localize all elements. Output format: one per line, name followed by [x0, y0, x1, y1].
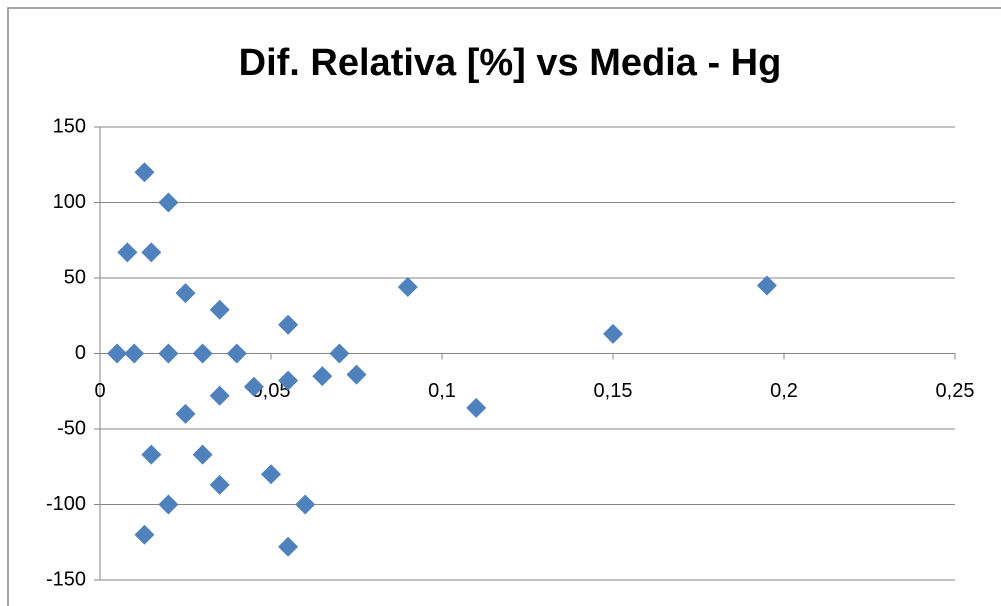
marker — [141, 444, 162, 465]
marker — [226, 343, 247, 364]
y-tick-label: 100 — [53, 191, 86, 213]
x-tick-label: 0,2 — [770, 380, 798, 402]
y-tick-label: 50 — [64, 266, 86, 288]
marker — [312, 366, 333, 387]
x-tick-label: 0,15 — [594, 380, 633, 402]
marker — [209, 474, 230, 495]
y-tick-label: 0 — [75, 342, 86, 364]
x-tick-label: 0,25 — [936, 380, 975, 402]
x-tick-label: 0,1 — [428, 380, 456, 402]
marker — [175, 403, 196, 424]
marker — [192, 343, 213, 364]
marker — [261, 464, 281, 485]
marker — [134, 524, 155, 545]
marker — [756, 275, 777, 296]
y-tick-label: -150 — [46, 568, 86, 590]
marker — [192, 444, 213, 465]
marker — [107, 343, 128, 364]
marker — [209, 385, 230, 406]
marker — [603, 323, 623, 344]
x-tick-label: 0 — [94, 380, 105, 402]
chart-title: Dif. Relativa [%] vs Media - Hg — [239, 42, 782, 84]
marker — [141, 242, 162, 263]
marker — [209, 299, 230, 320]
marker — [175, 283, 196, 304]
marker — [278, 536, 299, 557]
marker — [278, 370, 299, 391]
y-tick-label: -50 — [57, 417, 86, 439]
marker — [295, 494, 316, 515]
marker — [124, 343, 145, 364]
marker — [329, 343, 350, 364]
marker — [134, 162, 155, 183]
marker — [158, 343, 179, 364]
y-tick-label: 150 — [53, 115, 86, 137]
marker — [117, 242, 138, 263]
chart-border — [7, 7, 1001, 606]
marker — [158, 494, 179, 515]
marker — [243, 376, 264, 397]
marker — [397, 277, 418, 298]
marker — [158, 192, 179, 213]
marker — [278, 314, 299, 335]
marker — [346, 364, 367, 385]
y-tick-label: -100 — [46, 493, 86, 515]
marker — [466, 397, 487, 418]
